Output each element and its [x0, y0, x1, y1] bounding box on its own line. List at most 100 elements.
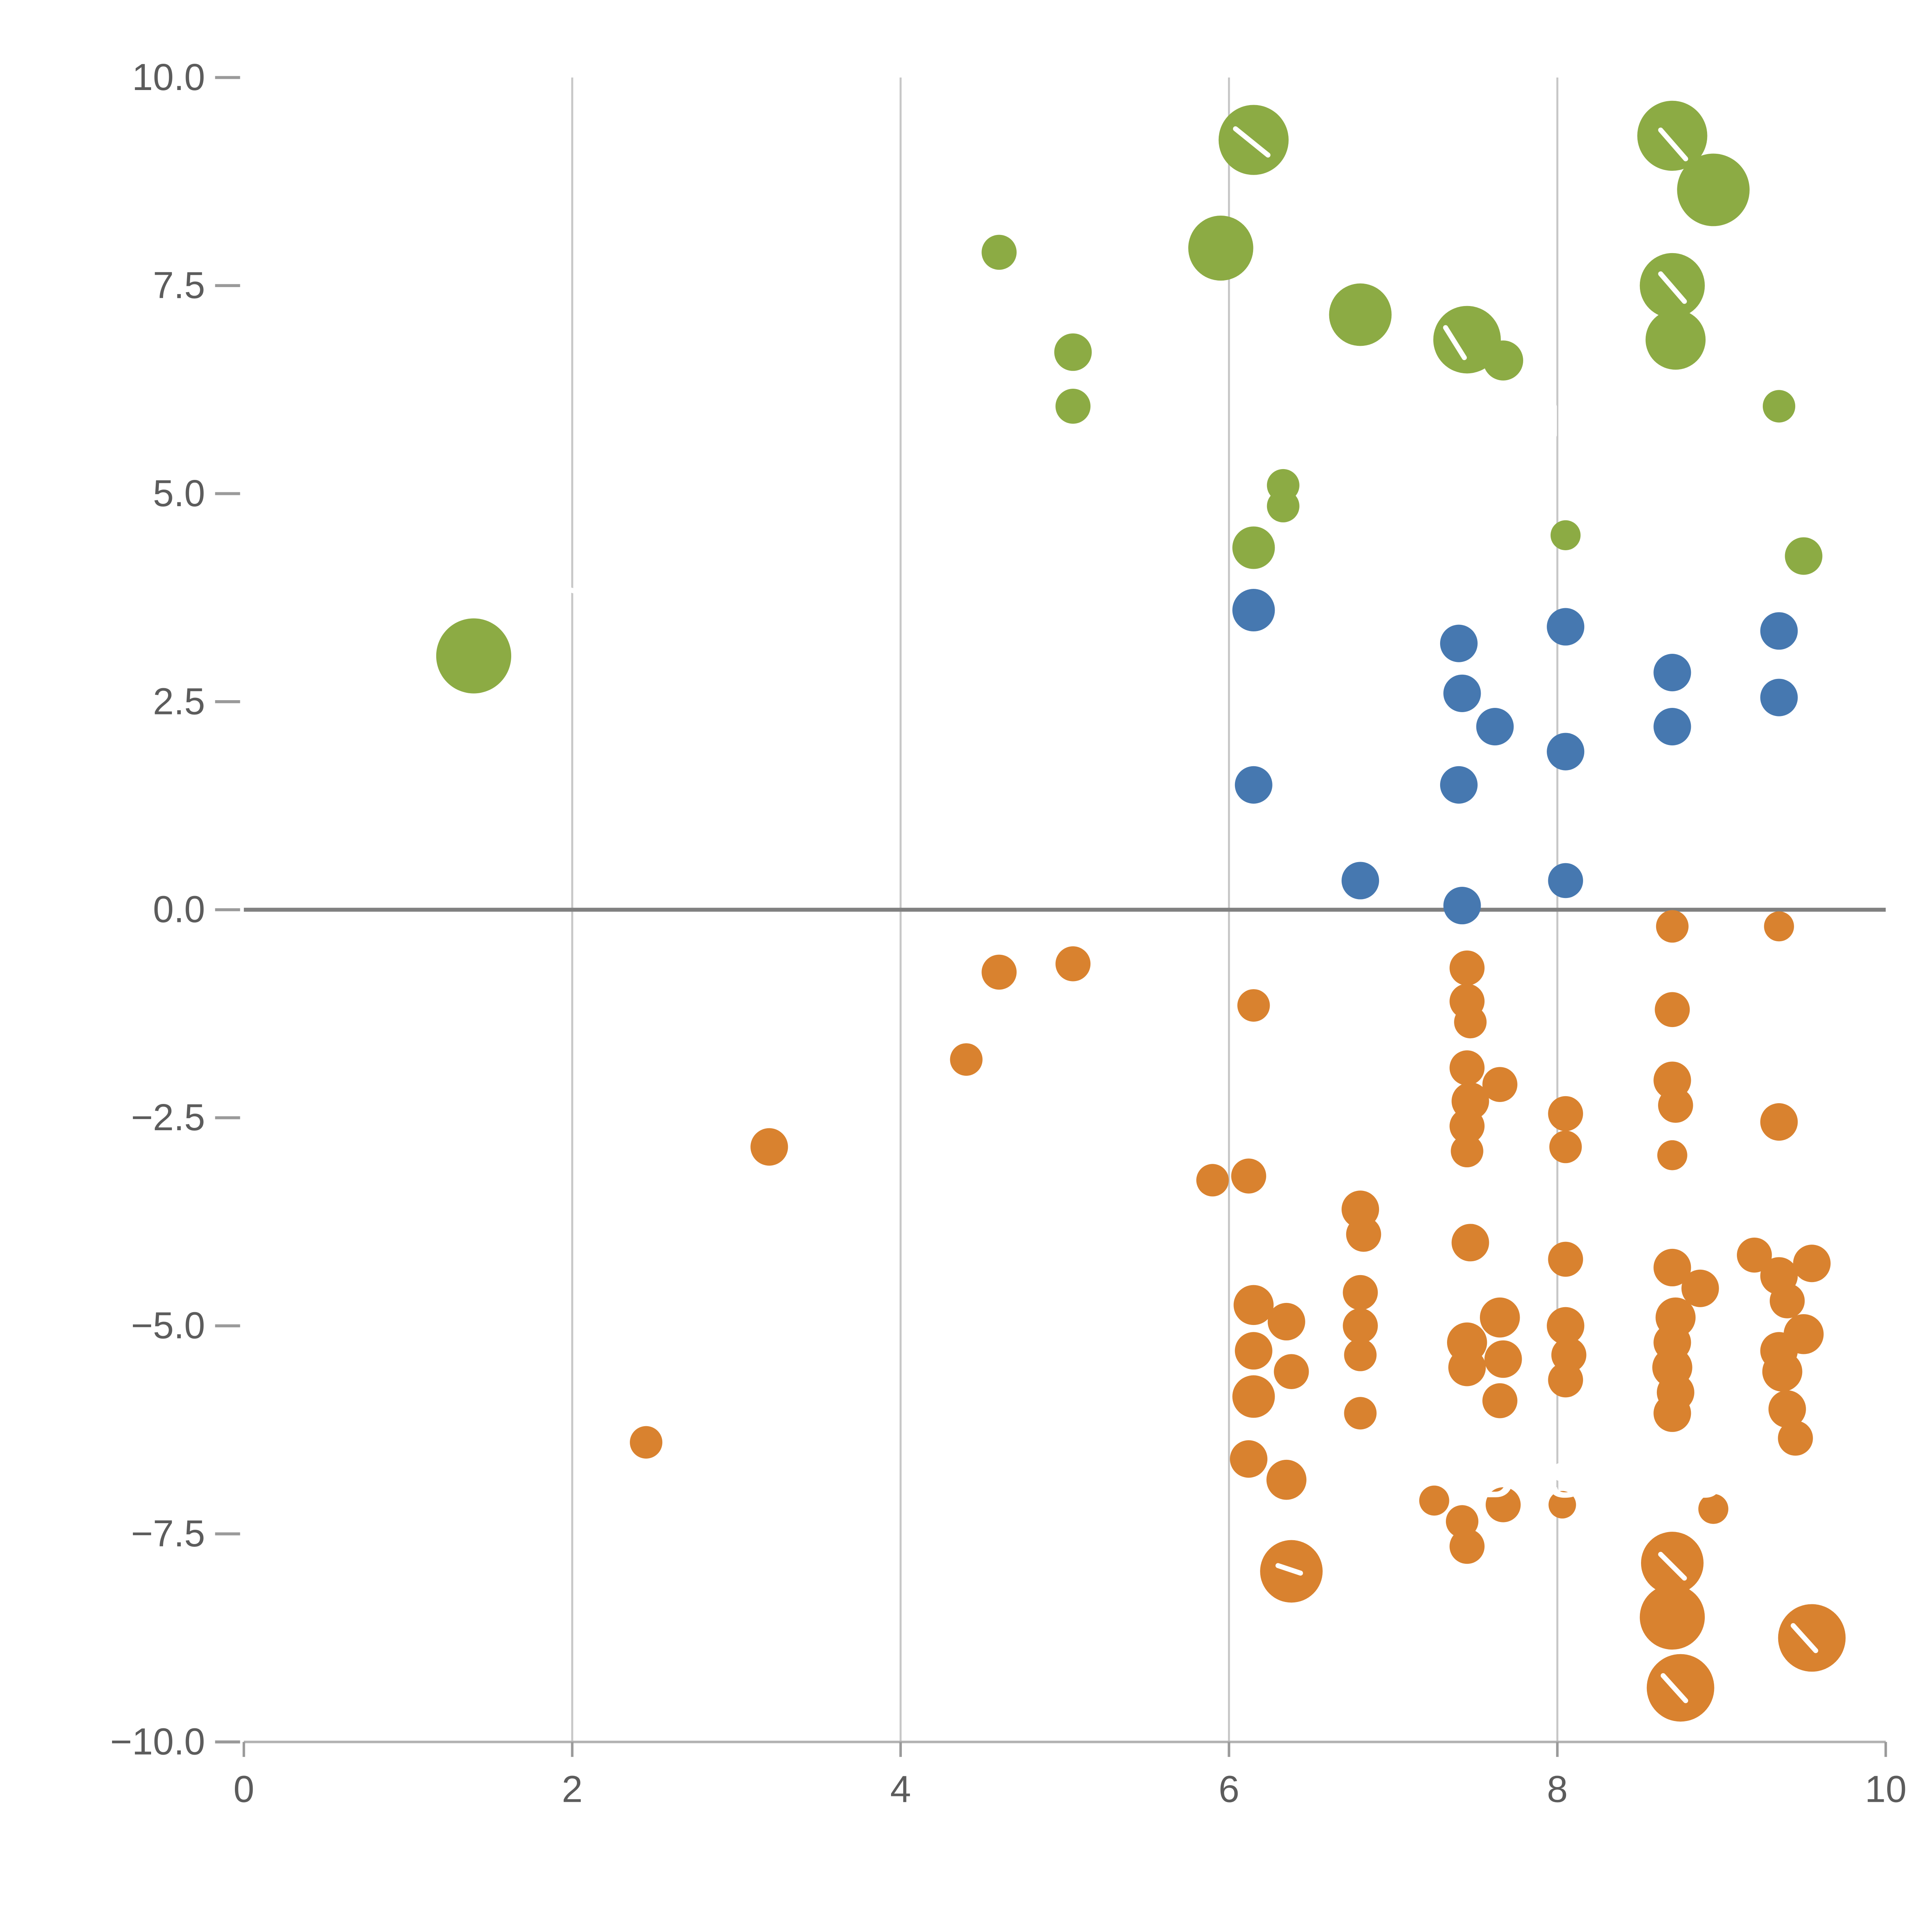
bubble-blue: [1476, 708, 1514, 746]
bubble-blue: [1440, 624, 1478, 662]
bubble-orange: [1449, 950, 1485, 986]
bubble-blue: [1653, 654, 1691, 692]
x-tick-label: 4: [890, 1768, 911, 1810]
x-tick-label: 0: [233, 1768, 254, 1810]
bubble-green: [1188, 216, 1253, 281]
bubble-orange: [1344, 1397, 1377, 1430]
bubble-green: [436, 618, 512, 694]
y-tick-label: −5.0: [131, 1304, 205, 1347]
bubble-green: [1483, 340, 1523, 381]
bubble-orange: [981, 954, 1017, 990]
bubble-blue: [1443, 887, 1481, 925]
bubble-orange: [1639, 1584, 1705, 1650]
y-tick-label: 5.0: [153, 472, 205, 514]
bubble-orange: [1770, 1283, 1805, 1318]
bubble-blue: [1232, 589, 1275, 632]
bubble-green: [1267, 490, 1299, 522]
bubble-orange: [1657, 1140, 1687, 1170]
white-mark: [1658, 271, 1687, 304]
bubble-green: [1785, 537, 1823, 575]
bubble-orange: [1681, 1269, 1719, 1307]
bubble-orange: [1449, 1109, 1485, 1144]
bubble-orange: [1485, 1487, 1521, 1522]
x-tick-label: 2: [562, 1768, 583, 1810]
bubble-orange: [1055, 946, 1091, 981]
bubble-orange: [1698, 1494, 1728, 1524]
bubble-blue: [1440, 766, 1478, 804]
bubble-green: [1055, 389, 1091, 424]
bubble-orange: [1343, 1275, 1378, 1310]
bubble-orange: [1419, 1485, 1449, 1516]
bubble-orange: [1266, 1459, 1307, 1500]
bubble-blue: [1760, 679, 1798, 716]
bubble-green: [1645, 310, 1706, 370]
white-mark: [1660, 1673, 1688, 1703]
bubble-green: [1762, 390, 1796, 423]
white-mark: [560, 585, 583, 595]
bubble-green: [1637, 100, 1708, 171]
bubble-blue: [1547, 608, 1585, 646]
white-mark: [1233, 126, 1271, 158]
bubble-orange: [750, 1128, 788, 1166]
watermark-text: DISCOUNT: [1478, 1452, 1820, 1508]
y-tick-label: −2.5: [131, 1096, 205, 1138]
bubble-orange: [1778, 1604, 1846, 1672]
bubble-orange: [1482, 1383, 1518, 1418]
bubble-blue: [1443, 674, 1481, 712]
bubble-blue: [1548, 863, 1583, 898]
bubble-orange: [1655, 992, 1690, 1027]
bubble-orange: [1764, 911, 1794, 942]
bubble-orange: [1762, 1351, 1803, 1392]
bubble-orange: [1656, 910, 1689, 943]
bubble-blue: [1235, 766, 1272, 804]
bubble-blue: [1653, 708, 1691, 746]
white-mark: [1443, 325, 1467, 361]
bubble-orange: [1549, 1131, 1582, 1163]
x-tick-label: 6: [1219, 1768, 1240, 1810]
y-tick-label: −10.0: [110, 1720, 205, 1762]
white-mark: [1791, 1623, 1818, 1653]
bubble-orange: [1274, 1354, 1309, 1389]
bubble-orange: [1760, 1103, 1798, 1141]
y-tick-label: 0.0: [153, 888, 205, 930]
bubble-green: [981, 235, 1017, 270]
bubble-orange: [1653, 1248, 1691, 1287]
bubble-orange: [1737, 1237, 1772, 1273]
bubble-orange: [1548, 1096, 1583, 1131]
x-tick-label: 8: [1547, 1768, 1568, 1810]
y-tick-label: 10.0: [132, 56, 205, 98]
bubble-orange: [1793, 1245, 1831, 1282]
bubble-green: [1054, 333, 1092, 371]
bubble-orange: [1547, 1307, 1585, 1345]
white-mark: [1658, 128, 1688, 162]
bubble-orange: [1230, 1440, 1268, 1478]
bubble-orange: [1231, 1158, 1266, 1194]
y-tick-label: 2.5: [153, 680, 205, 722]
white-mark: [1275, 1563, 1303, 1576]
bubble-green: [1232, 526, 1275, 569]
bubble-orange: [1237, 989, 1270, 1022]
bubble-green: [1218, 105, 1289, 175]
bubble-orange: [1448, 1349, 1486, 1386]
bubble-orange: [1235, 1332, 1272, 1370]
bubble-green: [1329, 283, 1392, 346]
bubble-orange: [1449, 1529, 1485, 1564]
bubble-blue: [1341, 862, 1379, 900]
bubble-orange: [1343, 1308, 1378, 1344]
bubble-orange: [1653, 1394, 1691, 1432]
bubble-orange: [1451, 1134, 1483, 1168]
bubble-blue: [1547, 733, 1585, 770]
bubble-orange: [1454, 1006, 1487, 1039]
bubble-orange: [1480, 1297, 1520, 1338]
bubble-orange: [1451, 1224, 1489, 1262]
bubble-orange: [1482, 1067, 1518, 1102]
white-mark: [1658, 1552, 1687, 1581]
bubble-orange: [1196, 1164, 1229, 1197]
bubble-orange: [1346, 1217, 1381, 1252]
bubble-orange: [1768, 1390, 1806, 1428]
bubble-orange: [1233, 1285, 1274, 1325]
bubble-orange: [1548, 1242, 1583, 1277]
bubble-orange: [950, 1043, 983, 1076]
bubble-orange: [1548, 1491, 1576, 1519]
